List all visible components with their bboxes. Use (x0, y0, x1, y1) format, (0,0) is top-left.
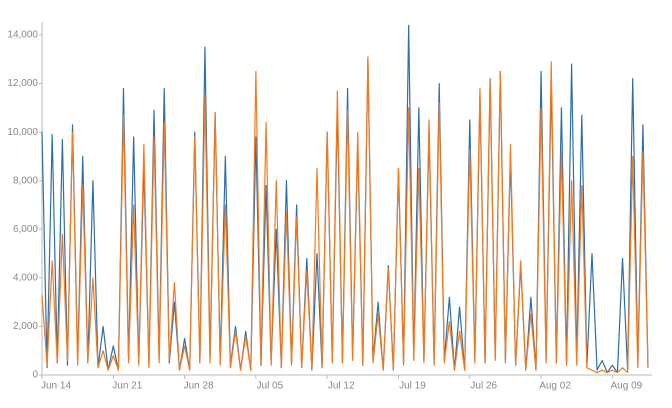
y-tick-label: 10,000 (7, 127, 38, 138)
y-tick-label: 0 (32, 370, 38, 381)
y-tick-label: 6,000 (13, 224, 38, 235)
x-tick-label: Jul 26 (470, 381, 497, 392)
x-tick-label: Jun 14 (41, 381, 71, 392)
y-tick-label: 8,000 (13, 175, 38, 186)
series-line (41, 56, 649, 374)
x-tick-label: Jul 19 (399, 381, 426, 392)
x-tick-label: Jul 12 (328, 381, 355, 392)
x-tick-label: Aug 09 (611, 381, 643, 392)
y-tick-label: 14,000 (7, 30, 38, 41)
x-tick-label: Jul 05 (257, 381, 284, 392)
x-tick-label: Jun 28 (184, 381, 214, 392)
x-tick-label: Aug 02 (539, 381, 571, 392)
x-tick-label: Jun 21 (112, 381, 142, 392)
y-tick-label: 2,000 (13, 321, 38, 332)
y-tick-label: 12,000 (7, 78, 38, 89)
y-tick-label: 4,000 (13, 272, 38, 283)
